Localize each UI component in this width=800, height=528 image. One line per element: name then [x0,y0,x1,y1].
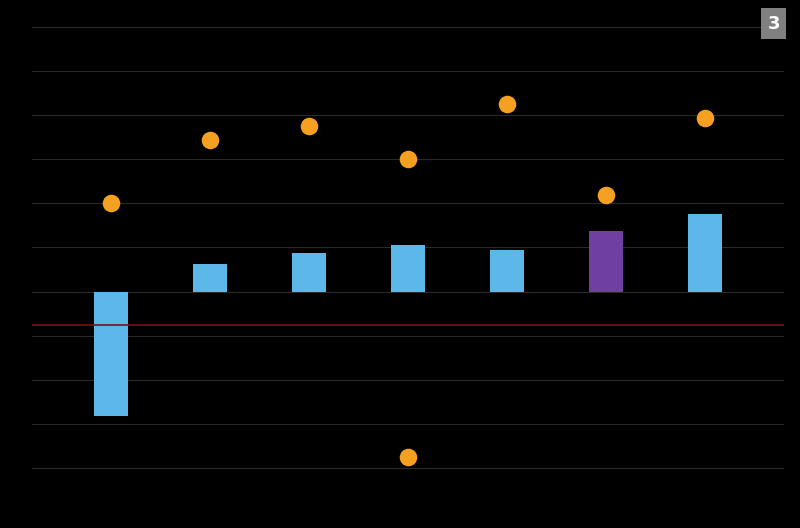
Point [302,122,315,130]
Bar [589,231,623,291]
Text: 3: 3 [767,15,780,33]
Bar [94,291,129,416]
Bar [490,250,524,291]
Bar [390,244,426,291]
Bar [193,264,227,291]
Point [204,136,217,144]
Point [402,453,414,461]
Bar [292,253,326,291]
Bar [687,214,722,291]
Point [402,155,414,164]
Point [501,100,514,108]
Point [105,199,118,208]
Point [599,191,612,199]
Point [698,114,711,122]
